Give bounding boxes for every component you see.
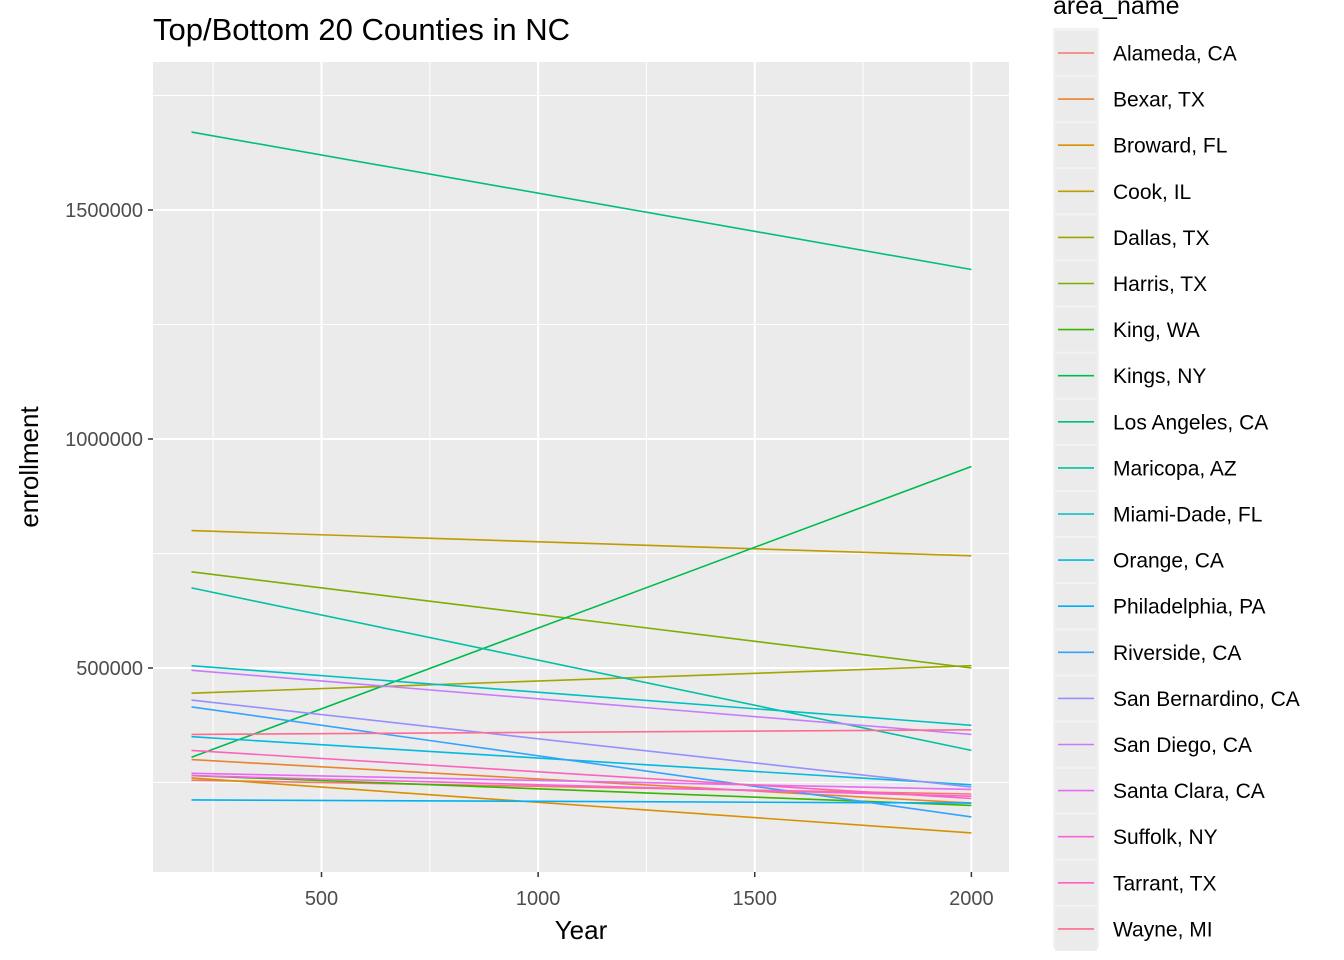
- chart-title: Top/Bottom 20 Counties in NC: [153, 12, 570, 47]
- series-line: [191, 699, 972, 788]
- series-line: [191, 131, 972, 271]
- legend-label: Orange, CA: [1113, 550, 1224, 573]
- series-line: [191, 571, 972, 669]
- legend-label: San Bernardino, CA: [1113, 688, 1300, 711]
- legend-label: Harris, TX: [1113, 273, 1207, 296]
- series-line: [191, 669, 972, 736]
- series-line: [191, 779, 972, 795]
- series-line: [191, 529, 972, 557]
- series-line: [191, 664, 972, 727]
- x-tick-label: 1500: [733, 888, 778, 910]
- series-line: [191, 664, 972, 694]
- legend-label: Tarrant, TX: [1113, 872, 1216, 895]
- series-line: [191, 772, 972, 791]
- legend-label: Kings, NY: [1113, 365, 1206, 388]
- series-lines: [191, 131, 972, 834]
- x-tick-label: 1000: [516, 888, 561, 910]
- plot-panel: [153, 62, 1009, 872]
- series-line: [191, 774, 972, 797]
- legend-label: Riverside, CA: [1113, 642, 1241, 665]
- legend-label: Suffolk, NY: [1113, 826, 1218, 849]
- series-line: [191, 799, 972, 804]
- y-axis-title: enrollment: [14, 406, 44, 528]
- series-line: [191, 749, 972, 800]
- legend-label: Maricopa, AZ: [1113, 457, 1237, 480]
- legend-label: Dallas, TX: [1113, 227, 1209, 250]
- x-tick-label: 2000: [949, 888, 994, 910]
- legend-label: Wayne, MI: [1113, 918, 1213, 941]
- legend-label: Cook, IL: [1113, 181, 1191, 204]
- series-line: [191, 465, 972, 759]
- series-line: [191, 777, 972, 834]
- legend-label: Bexar, TX: [1113, 89, 1205, 112]
- legend-label: Broward, FL: [1113, 135, 1227, 158]
- y-tick-label: 500000: [76, 658, 143, 680]
- legend-label: San Diego, CA: [1113, 734, 1252, 757]
- y-tick-label: 1500000: [65, 200, 143, 222]
- x-axis: 500 1000 1500 2000: [305, 872, 994, 910]
- legend: Alameda, CA Bexar, TX Broward, FL Cook, IL D…: [1053, 28, 1300, 951]
- legend-label: Philadelphia, PA: [1113, 596, 1266, 619]
- series-line: [191, 774, 972, 807]
- x-axis-title: Year: [555, 915, 608, 945]
- legend-title: area_name: [1053, 0, 1179, 20]
- y-tick-label: 1000000: [65, 429, 143, 451]
- legend-label: Alameda, CA: [1113, 43, 1237, 66]
- y-axis: 500000 1000000 1500000: [65, 200, 153, 680]
- series-line: [191, 706, 972, 818]
- legend-label: Los Angeles, CA: [1113, 411, 1268, 434]
- x-tick-label: 500: [305, 888, 338, 910]
- legend-label: Miami-Dade, FL: [1113, 504, 1262, 527]
- series-line: [191, 729, 972, 736]
- legend-label: Santa Clara, CA: [1113, 780, 1265, 803]
- major-gridlines: [153, 62, 1009, 872]
- series-line: [191, 735, 972, 786]
- legend-label: King, WA: [1113, 319, 1200, 342]
